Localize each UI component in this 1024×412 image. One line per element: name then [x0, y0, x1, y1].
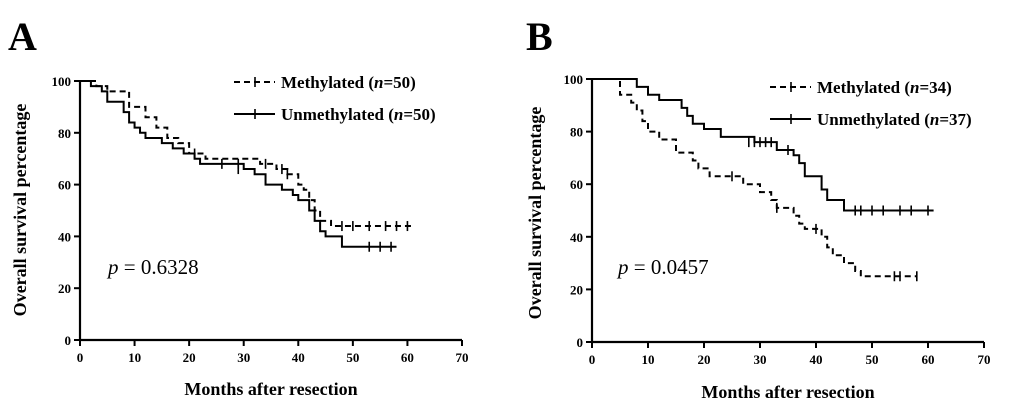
x-tick-label: 70: [456, 350, 469, 365]
p-symbol: p: [616, 255, 629, 279]
legend-label: Methylated (n=34): [817, 78, 952, 97]
y-tick-label: 40: [570, 230, 583, 245]
legend: Methylated (n=50) Unmethylated (n=50): [234, 73, 436, 124]
y-tick-label: 80: [58, 126, 71, 141]
series-name: Unmethylated: [817, 110, 920, 129]
panel-a: A Overall survival percentage Months aft…: [8, 14, 469, 399]
y-tick-label: 0: [577, 335, 584, 350]
x-tick-label: 10: [642, 352, 655, 367]
series-name: Methylated: [817, 78, 901, 97]
panel-letter: B: [526, 14, 553, 59]
legend-entry-methylated: Methylated (n=34): [770, 78, 952, 97]
legend-entry-methylated: Methylated (n=50): [234, 73, 416, 92]
series-name: Methylated: [281, 73, 365, 92]
p-value: = 0.6328: [124, 255, 199, 279]
x-axis-title: Months after resection: [701, 382, 874, 402]
y-tick-label: 60: [58, 178, 71, 193]
panel-b: B Overall survival percentage Months aft…: [525, 14, 991, 402]
n-value: =37): [939, 110, 971, 129]
y-tick-label: 100: [52, 74, 72, 89]
n-symbol: n: [910, 78, 919, 97]
x-tick-label: 50: [866, 352, 879, 367]
x-tick-label: 30: [754, 352, 767, 367]
legend: Methylated (n=34) Unmethylated (n=37): [770, 78, 972, 129]
axes: 0 10 20 30 40 50 60 70 0 20 40 60 80 100: [52, 74, 469, 365]
curves: [592, 78, 934, 282]
legend-label: Methylated (n=50): [281, 73, 416, 92]
y-tick-label: 80: [570, 125, 583, 140]
n-symbol: n: [394, 105, 403, 124]
x-tick-label: 40: [292, 350, 305, 365]
x-tick-label: 20: [698, 352, 711, 367]
x-tick-label: 60: [401, 350, 414, 365]
curve-unmethylated: [592, 78, 934, 212]
y-tick-label: 20: [58, 281, 71, 296]
curve-unmethylated: [80, 80, 397, 248]
curves: [80, 80, 413, 252]
y-tick-label: 100: [564, 72, 584, 87]
n-symbol: n: [374, 73, 383, 92]
y-axis-title: Overall survival percentage: [525, 107, 545, 320]
x-tick-label: 50: [346, 350, 359, 365]
x-tick-label: 30: [237, 350, 250, 365]
n-symbol: n: [930, 110, 939, 129]
p-value: = 0.0457: [634, 255, 709, 279]
axes: 0 10 20 30 40 50 60 70 0 20 40 60 80 100: [564, 72, 991, 367]
legend-label: Unmethylated (n=50): [281, 105, 436, 124]
legend-label: Unmethylated (n=37): [817, 110, 972, 129]
x-tick-label: 0: [589, 352, 596, 367]
x-tick-label: 40: [810, 352, 823, 367]
x-tick-label: 20: [183, 350, 196, 365]
p-value-annotation: p = 0.0457: [616, 255, 709, 279]
n-value: =50): [383, 73, 415, 92]
x-tick-label: 70: [978, 352, 991, 367]
x-tick-label: 0: [77, 350, 84, 365]
p-symbol: p: [106, 255, 119, 279]
y-axis-title: Overall survival percentage: [10, 104, 30, 317]
n-value: =34): [919, 78, 951, 97]
y-tick-label: 40: [58, 229, 71, 244]
p-value-annotation: p = 0.6328: [106, 255, 199, 279]
series-name: Unmethylated: [281, 105, 384, 124]
y-tick-label: 60: [570, 177, 583, 192]
y-tick-label: 0: [65, 333, 72, 348]
legend-entry-unmethylated: Unmethylated (n=37): [770, 110, 972, 129]
legend-entry-unmethylated: Unmethylated (n=50): [234, 105, 436, 124]
x-tick-label: 60: [922, 352, 935, 367]
curve-methylated: [80, 80, 413, 228]
x-axis-title: Months after resection: [184, 379, 357, 399]
n-value: =50): [403, 105, 435, 124]
panel-letter: A: [8, 14, 37, 59]
curve-methylated: [592, 78, 917, 278]
y-tick-label: 20: [570, 282, 583, 297]
x-tick-label: 10: [128, 350, 141, 365]
